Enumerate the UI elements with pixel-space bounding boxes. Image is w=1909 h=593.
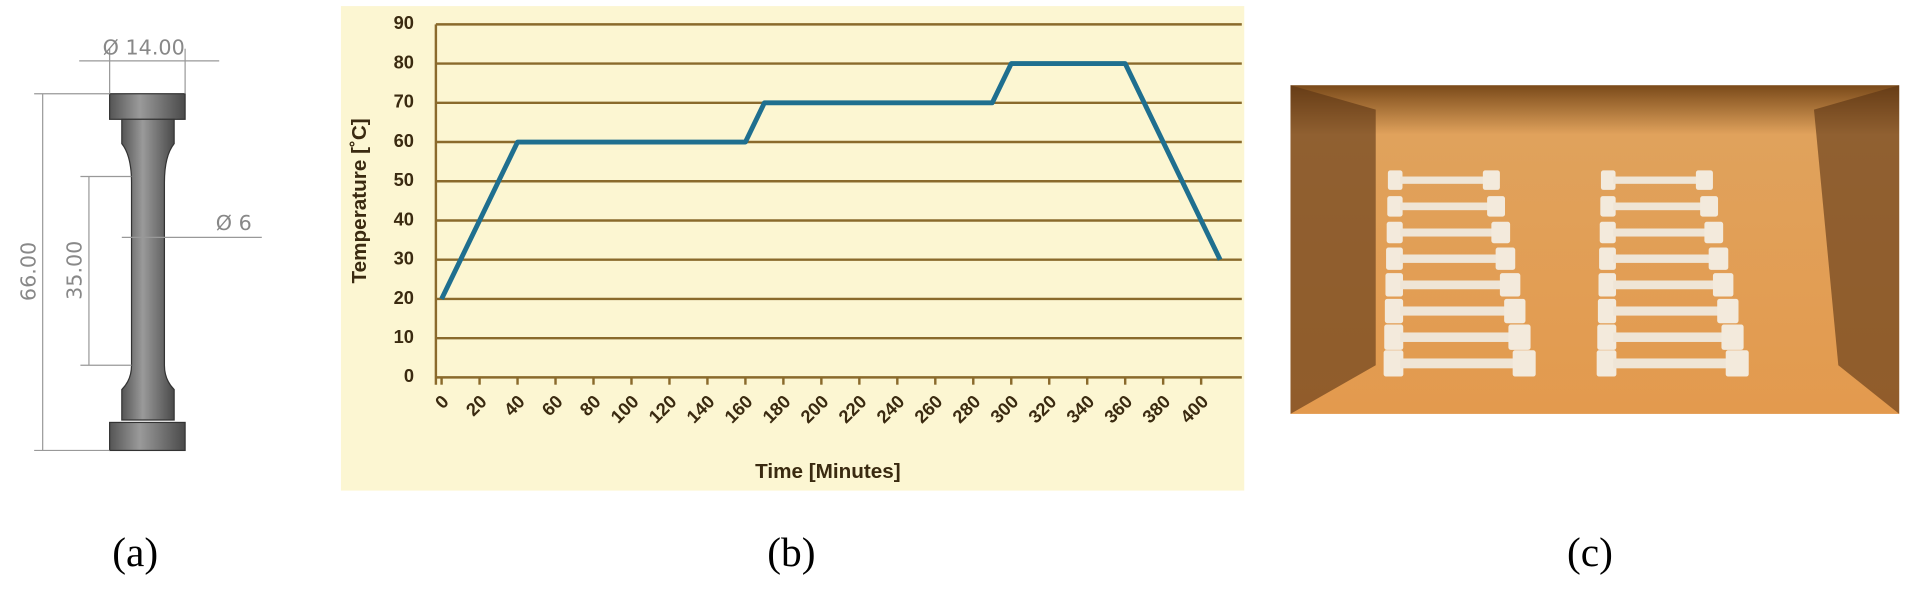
specimen	[1400, 228, 1494, 237]
y-tick-label: 90	[394, 12, 414, 33]
specimen	[1600, 170, 1616, 190]
specimen	[1613, 306, 1720, 316]
specimen	[1597, 324, 1617, 350]
specimen	[1700, 196, 1719, 217]
y-tick-label: 60	[394, 130, 414, 151]
y-tick-label: 0	[404, 365, 414, 386]
specimen	[1613, 358, 1729, 369]
specimen	[1613, 332, 1724, 342]
dimension-label: 35.00	[63, 241, 87, 300]
specimen	[1512, 350, 1536, 377]
specimen	[1613, 176, 1699, 184]
specimen	[1598, 273, 1617, 297]
specimen	[1695, 170, 1713, 190]
dimension-lines	[34, 48, 262, 452]
dimension-label: Ø 6	[216, 211, 252, 235]
x-axis-label: Time [Minutes]	[755, 460, 901, 483]
specimen	[1499, 273, 1521, 297]
specimen	[1385, 273, 1403, 297]
specimen	[1400, 176, 1486, 184]
specimen	[1482, 170, 1500, 190]
specimen	[1400, 280, 1503, 290]
specimen	[1596, 350, 1617, 377]
panel-label: (a)	[112, 529, 158, 576]
dimension-label: 66.00	[16, 242, 40, 301]
specimen	[1712, 273, 1734, 297]
specimen	[1386, 247, 1403, 270]
y-tick-label: 80	[394, 51, 414, 72]
specimen	[1599, 247, 1616, 270]
specimen	[1613, 280, 1716, 290]
specimen	[1599, 221, 1616, 244]
specimen	[1400, 306, 1507, 316]
specimen	[1721, 324, 1744, 350]
y-tick-label: 50	[394, 169, 414, 190]
specimen-drawing	[109, 93, 186, 452]
specimen	[1597, 298, 1617, 324]
y-tick-label: 30	[394, 248, 414, 269]
data-line	[439, 61, 1223, 300]
specimen	[1400, 332, 1511, 342]
oven-photo	[1290, 85, 1900, 414]
specimens-photo	[1290, 85, 1900, 414]
oven-wall	[1290, 85, 1376, 414]
y-tick-label: 10	[394, 326, 414, 347]
specimen	[1400, 254, 1499, 263]
specimen	[1383, 350, 1404, 377]
specimen	[1508, 324, 1531, 350]
specimen	[1386, 221, 1403, 244]
specimen	[1387, 196, 1403, 217]
specimen	[1504, 298, 1526, 324]
y-tick-label: 40	[394, 208, 414, 229]
specimen	[1491, 221, 1511, 244]
y-tick-label: 20	[394, 287, 414, 308]
specimen	[1400, 358, 1516, 369]
oven-wall	[1813, 85, 1900, 414]
panel-label: (b)	[767, 529, 815, 576]
panel-label: (c)	[1567, 529, 1613, 576]
dimension-label: Ø 14.00	[103, 36, 185, 60]
specimen	[1704, 221, 1724, 244]
specimen	[1708, 247, 1729, 270]
specimen	[1613, 254, 1712, 263]
specimen	[1384, 324, 1404, 350]
specimen	[1487, 196, 1506, 217]
specimen	[1387, 170, 1403, 190]
specimen	[1384, 298, 1404, 324]
y-tick-label: 70	[394, 91, 414, 112]
y-axis-label: Temperature [˚C]	[348, 118, 371, 283]
specimen	[1400, 202, 1490, 211]
specimen	[1600, 196, 1616, 217]
specimen	[1717, 298, 1739, 324]
specimen	[1495, 247, 1516, 270]
specimen	[1613, 228, 1707, 237]
specimen	[1725, 350, 1749, 377]
specimen	[1613, 202, 1703, 211]
chart-background	[340, 6, 1245, 491]
